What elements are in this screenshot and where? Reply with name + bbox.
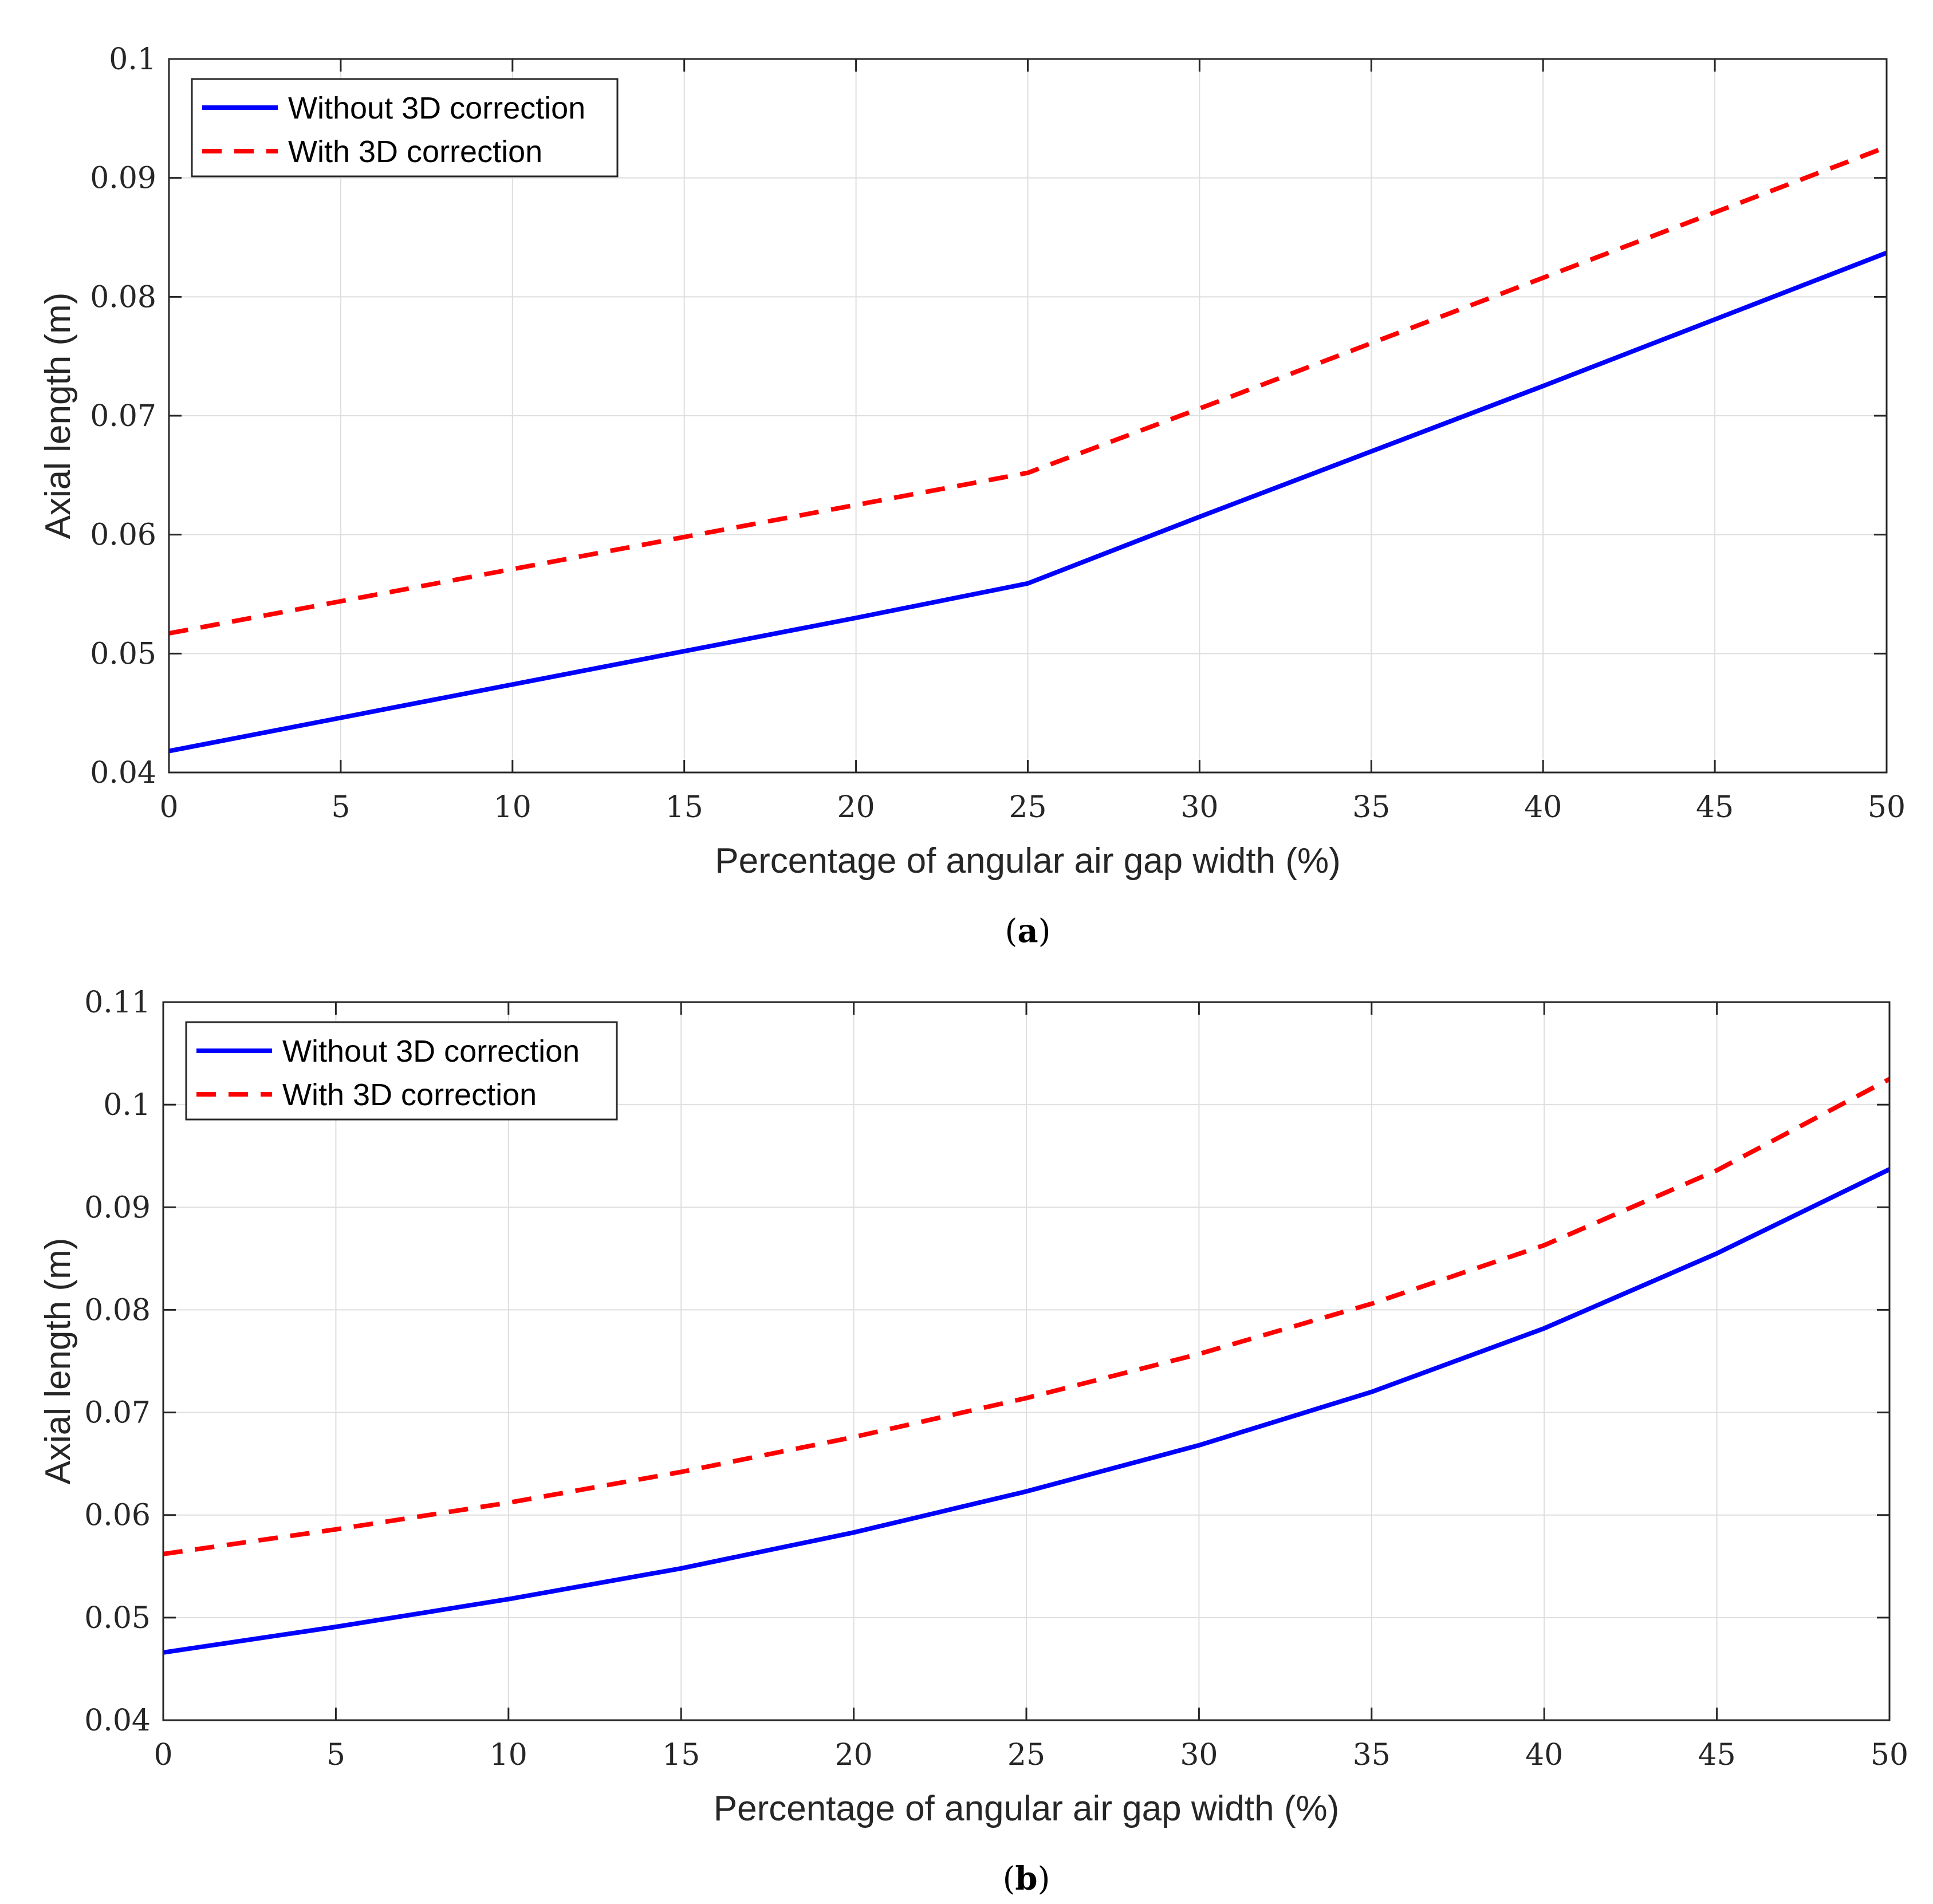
x-tick-label: 45 <box>1696 790 1734 825</box>
x-tick-label: 5 <box>331 790 350 825</box>
x-tick-label: 0 <box>159 790 178 825</box>
data-point <box>1369 449 1373 454</box>
chart-panel-b: 0 5 10 15 20 25 30 35 40 45 50 0.04 0.05 0.06 0.07 0.08… <box>38 985 1908 1898</box>
legend-label: With 3D correction <box>288 135 542 169</box>
data-point <box>1541 384 1545 388</box>
y-tick-label: 0.07 <box>90 399 156 433</box>
y-tick-label: 0.06 <box>90 518 156 553</box>
panel-caption: (a) <box>1005 912 1050 950</box>
x-tick-label: 20 <box>837 790 875 825</box>
x-axis-label: Percentage of angular air gap width (%) <box>714 1789 1340 1828</box>
y-tick-label: 0.05 <box>90 637 156 671</box>
y-tick-label: 0.1 <box>103 1088 151 1122</box>
y-tick-label: 0.04 <box>84 1704 151 1738</box>
x-tick-label: 50 <box>1871 1738 1908 1772</box>
data-point <box>852 1435 856 1440</box>
x-tick-label: 35 <box>1352 790 1390 825</box>
data-point <box>1542 1243 1546 1248</box>
y-tick-label: 0.11 <box>84 985 151 1020</box>
legend-box <box>185 1021 618 1121</box>
data-point <box>338 715 343 720</box>
data-point <box>1197 407 1202 411</box>
legend-box <box>191 78 619 178</box>
chart-panel-a: 0 5 10 15 20 25 30 35 40 45 50 0.04 0.05 0.06 0.07 0.08… <box>38 42 1906 950</box>
series-line-without-3d-correction <box>163 1167 1891 1655</box>
x-axis-label: Percentage of angular air gap width (%) <box>715 841 1341 881</box>
legend-label: With 3D correction <box>282 1078 537 1112</box>
data-point <box>1024 1396 1029 1400</box>
y-tick-label: 0.07 <box>84 1396 151 1430</box>
y-tick-label: 0.1 <box>109 42 156 77</box>
data-point <box>333 1625 338 1629</box>
y-tick-label: 0.08 <box>90 280 156 314</box>
data-point <box>854 616 859 620</box>
y-tick-label: 0.09 <box>90 161 156 196</box>
data-point <box>333 1527 338 1532</box>
data-point <box>1541 275 1545 280</box>
legend: Without 3D correction With 3D correction <box>185 1021 618 1121</box>
legend: Without 3D correction With 3D correction <box>191 78 619 178</box>
data-point <box>506 1500 511 1505</box>
x-tick-label: 25 <box>1007 1738 1045 1772</box>
data-point <box>679 1566 683 1571</box>
y-tick-label: 0.09 <box>84 1191 151 1225</box>
x-tick-label: 30 <box>1180 1738 1218 1772</box>
data-point <box>852 1530 856 1535</box>
x-tick-label: 25 <box>1009 790 1046 825</box>
data-point <box>679 1469 683 1474</box>
series-line-without-3d-correction <box>168 250 1888 754</box>
data-point <box>1715 1251 1719 1256</box>
y-axis-label: Axial length (m) <box>38 1238 78 1485</box>
y-tick-label: 0.08 <box>84 1293 151 1327</box>
x-tick-label: 0 <box>153 1738 172 1772</box>
legend-label: Without 3D correction <box>282 1034 580 1069</box>
x-tick-label: 15 <box>662 1738 700 1772</box>
x-tick-label: 50 <box>1868 790 1906 825</box>
data-point <box>510 682 515 687</box>
data-point <box>1026 581 1030 586</box>
data-point <box>510 567 515 571</box>
data-point <box>1024 1489 1029 1494</box>
y-tick-label: 0.05 <box>84 1601 151 1635</box>
data-point <box>1196 1351 1201 1356</box>
x-tick-label: 5 <box>326 1738 345 1772</box>
x-tick-label: 10 <box>494 790 532 825</box>
y-tick-label: 0.04 <box>90 756 156 790</box>
data-point <box>1197 515 1202 519</box>
legend-label: Without 3D correction <box>288 91 585 125</box>
x-tick-label: 20 <box>835 1738 873 1772</box>
x-tick-label: 15 <box>666 790 703 825</box>
y-axis-label: Axial length (m) <box>38 293 78 539</box>
data-point <box>1026 471 1030 475</box>
data-point <box>1542 1326 1546 1331</box>
data-point <box>506 1597 511 1602</box>
data-point <box>1715 1168 1719 1173</box>
data-point <box>1369 341 1373 345</box>
x-tick-label: 40 <box>1524 790 1562 825</box>
x-tick-label: 45 <box>1698 1738 1736 1772</box>
data-point <box>1369 1302 1374 1306</box>
data-point <box>1712 317 1717 322</box>
y-tick-label: 0.06 <box>84 1499 151 1533</box>
x-tick-label: 10 <box>490 1738 527 1772</box>
data-point <box>682 535 687 539</box>
x-tick-label: 40 <box>1525 1738 1563 1772</box>
series-line-with-3d-correction <box>163 1077 1891 1556</box>
data-point <box>338 599 343 604</box>
panel-caption: (b) <box>1003 1860 1050 1898</box>
x-tick-label: 30 <box>1180 790 1218 825</box>
data-point <box>682 649 687 653</box>
x-tick-label: 35 <box>1353 1738 1391 1772</box>
data-point <box>1369 1390 1374 1394</box>
data-point <box>1712 210 1717 215</box>
series-line-with-3d-correction <box>168 144 1888 636</box>
data-point <box>854 503 859 507</box>
data-point <box>1196 1443 1201 1448</box>
